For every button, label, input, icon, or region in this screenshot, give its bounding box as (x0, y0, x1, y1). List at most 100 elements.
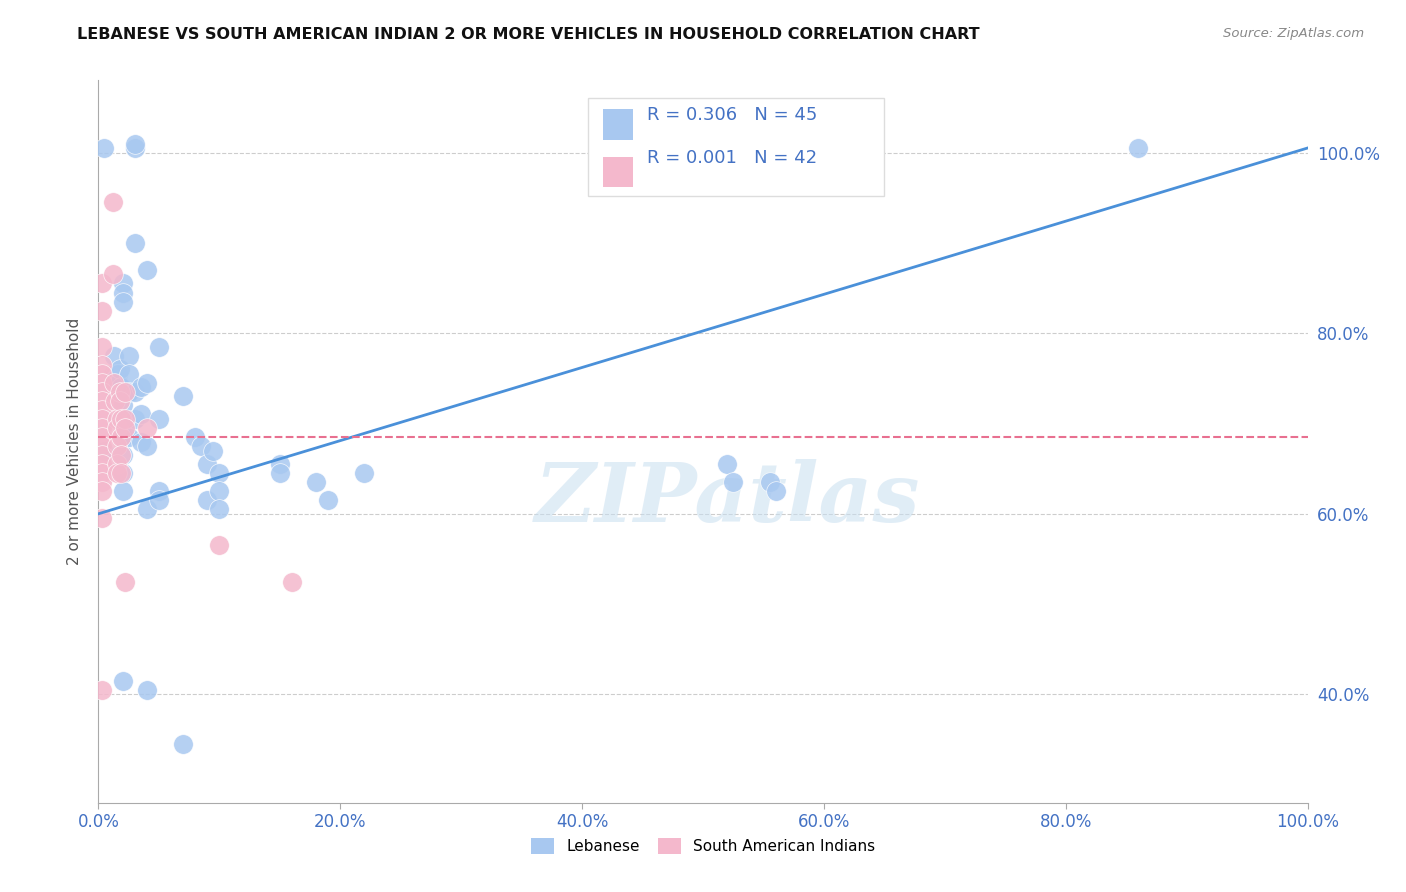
Point (108, 393, 131, 408)
Bar (603, 109, 633, 139)
Point (124, 136, 146, 151)
Point (111, 484, 134, 499)
Point (124, 235, 146, 250)
Point (91, 511, 114, 525)
Point (91, 277, 114, 291)
Point (91, 340, 114, 354)
Point (91, 367, 114, 381)
Point (91, 421, 114, 435)
Point (172, 737, 194, 751)
Point (91, 403, 114, 417)
Point (91, 430, 114, 444)
Point (108, 384, 131, 399)
Point (124, 412, 146, 426)
Point (208, 502, 231, 516)
Point (101, 367, 124, 381)
Point (765, 484, 787, 499)
Point (316, 493, 339, 508)
Text: R = 0.306   N = 45: R = 0.306 N = 45 (647, 105, 818, 124)
Point (111, 448, 134, 462)
Point (101, 195, 124, 210)
Point (101, 268, 124, 282)
Point (111, 673, 134, 688)
Point (190, 439, 212, 453)
Point (184, 430, 207, 444)
Point (108, 384, 131, 399)
Point (172, 389, 194, 403)
Point (129, 408, 152, 422)
Point (114, 412, 136, 426)
Point (105, 457, 128, 471)
Point (91, 358, 114, 372)
Point (129, 380, 152, 394)
Point (91, 466, 114, 480)
Point (107, 376, 129, 390)
Point (105, 412, 128, 426)
Point (269, 466, 291, 480)
Point (124, 384, 146, 399)
Point (91, 439, 114, 453)
Point (118, 384, 141, 399)
Point (93, 443, 115, 458)
Point (91, 475, 114, 490)
Point (110, 412, 132, 426)
Point (103, 349, 125, 363)
Point (118, 430, 141, 444)
Text: LEBANESE VS SOUTH AMERICAN INDIAN 2 OR MORE VEHICLES IN HOUSEHOLD CORRELATION CH: LEBANESE VS SOUTH AMERICAN INDIAN 2 OR M… (77, 27, 980, 42)
Point (111, 285, 134, 300)
Point (208, 466, 231, 480)
Point (129, 434, 152, 449)
Point (110, 448, 132, 462)
Point (118, 367, 141, 381)
Point (124, 141, 146, 155)
Point (114, 384, 136, 399)
Point (135, 421, 157, 435)
Point (114, 574, 136, 589)
Point (107, 367, 129, 381)
Point (135, 502, 157, 516)
Point (104, 367, 127, 381)
Point (110, 430, 132, 444)
Text: R = 0.001   N = 42: R = 0.001 N = 42 (647, 149, 817, 167)
Point (111, 466, 134, 480)
Point (93, 141, 115, 155)
Point (195, 457, 218, 471)
Point (135, 376, 157, 390)
Point (91, 376, 114, 390)
Point (91, 384, 114, 399)
Point (1128, 141, 1150, 155)
Point (91, 448, 114, 462)
Point (148, 340, 170, 354)
Point (716, 457, 738, 471)
Point (108, 362, 131, 376)
Point (105, 466, 128, 480)
Point (118, 349, 141, 363)
Point (91, 412, 114, 426)
Point (758, 475, 780, 490)
Point (281, 574, 304, 589)
Point (114, 421, 136, 435)
Point (91, 393, 114, 408)
Y-axis label: 2 or more Vehicles in Household: 2 or more Vehicles in Household (67, 318, 83, 566)
Point (195, 493, 218, 508)
Point (110, 466, 132, 480)
Point (269, 457, 291, 471)
Bar (603, 157, 633, 187)
Point (91, 303, 114, 318)
Point (91, 484, 114, 499)
Point (208, 484, 231, 499)
Point (148, 412, 170, 426)
Point (111, 294, 134, 309)
FancyBboxPatch shape (588, 98, 884, 196)
Text: Source: ZipAtlas.com: Source: ZipAtlas.com (1223, 27, 1364, 40)
Point (135, 682, 157, 697)
Legend: Lebanese, South American Indians: Lebanese, South American Indians (524, 832, 882, 860)
Point (135, 263, 157, 277)
Point (353, 466, 375, 480)
Point (91, 682, 114, 697)
Point (135, 439, 157, 453)
Text: ZIPatlas: ZIPatlas (534, 459, 920, 540)
Point (208, 538, 231, 552)
Point (91, 457, 114, 471)
Point (111, 430, 134, 444)
